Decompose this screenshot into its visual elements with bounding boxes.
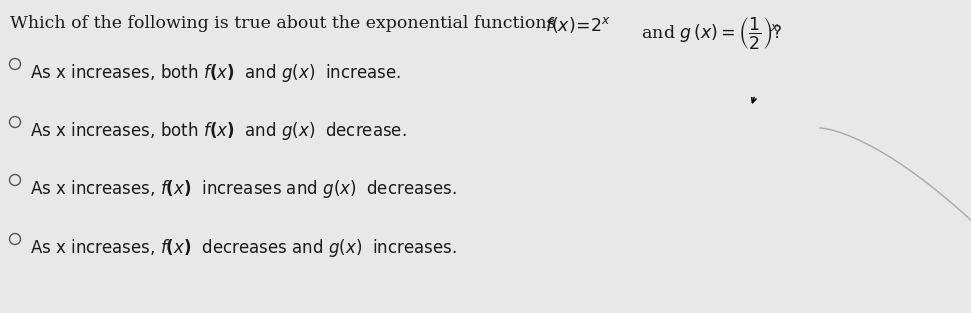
Text: $f(x)\!=\! 2^{x}$: $f(x)\!=\! 2^{x}$ — [545, 15, 611, 35]
Text: As x increases, both $\mathbf{\mathit{f}(\mathit{x})}$  and $g(\mathit{x})$  dec: As x increases, both $\mathbf{\mathit{f}… — [30, 120, 407, 142]
Text: Which of the following is true about the exponential functions: Which of the following is true about the… — [10, 15, 561, 32]
Text: and $g\,(x) = \left(\dfrac{1}{2}\right)^{\!x}\!\!?$: and $g\,(x) = \left(\dfrac{1}{2}\right)^… — [625, 15, 783, 51]
Text: As x increases, $\mathbf{\mathit{f}(\mathit{x})}$  increases and $g(\mathit{x})$: As x increases, $\mathbf{\mathit{f}(\mat… — [30, 178, 456, 200]
Text: As x increases, both $\mathbf{\mathit{f}(\mathit{x})}$  and $g(\mathit{x})$  inc: As x increases, both $\mathbf{\mathit{f}… — [30, 62, 401, 84]
Text: As x increases, $\mathbf{\mathit{f}(\mathit{x})}$  decreases and $g(\mathit{x})$: As x increases, $\mathbf{\mathit{f}(\mat… — [30, 237, 456, 259]
